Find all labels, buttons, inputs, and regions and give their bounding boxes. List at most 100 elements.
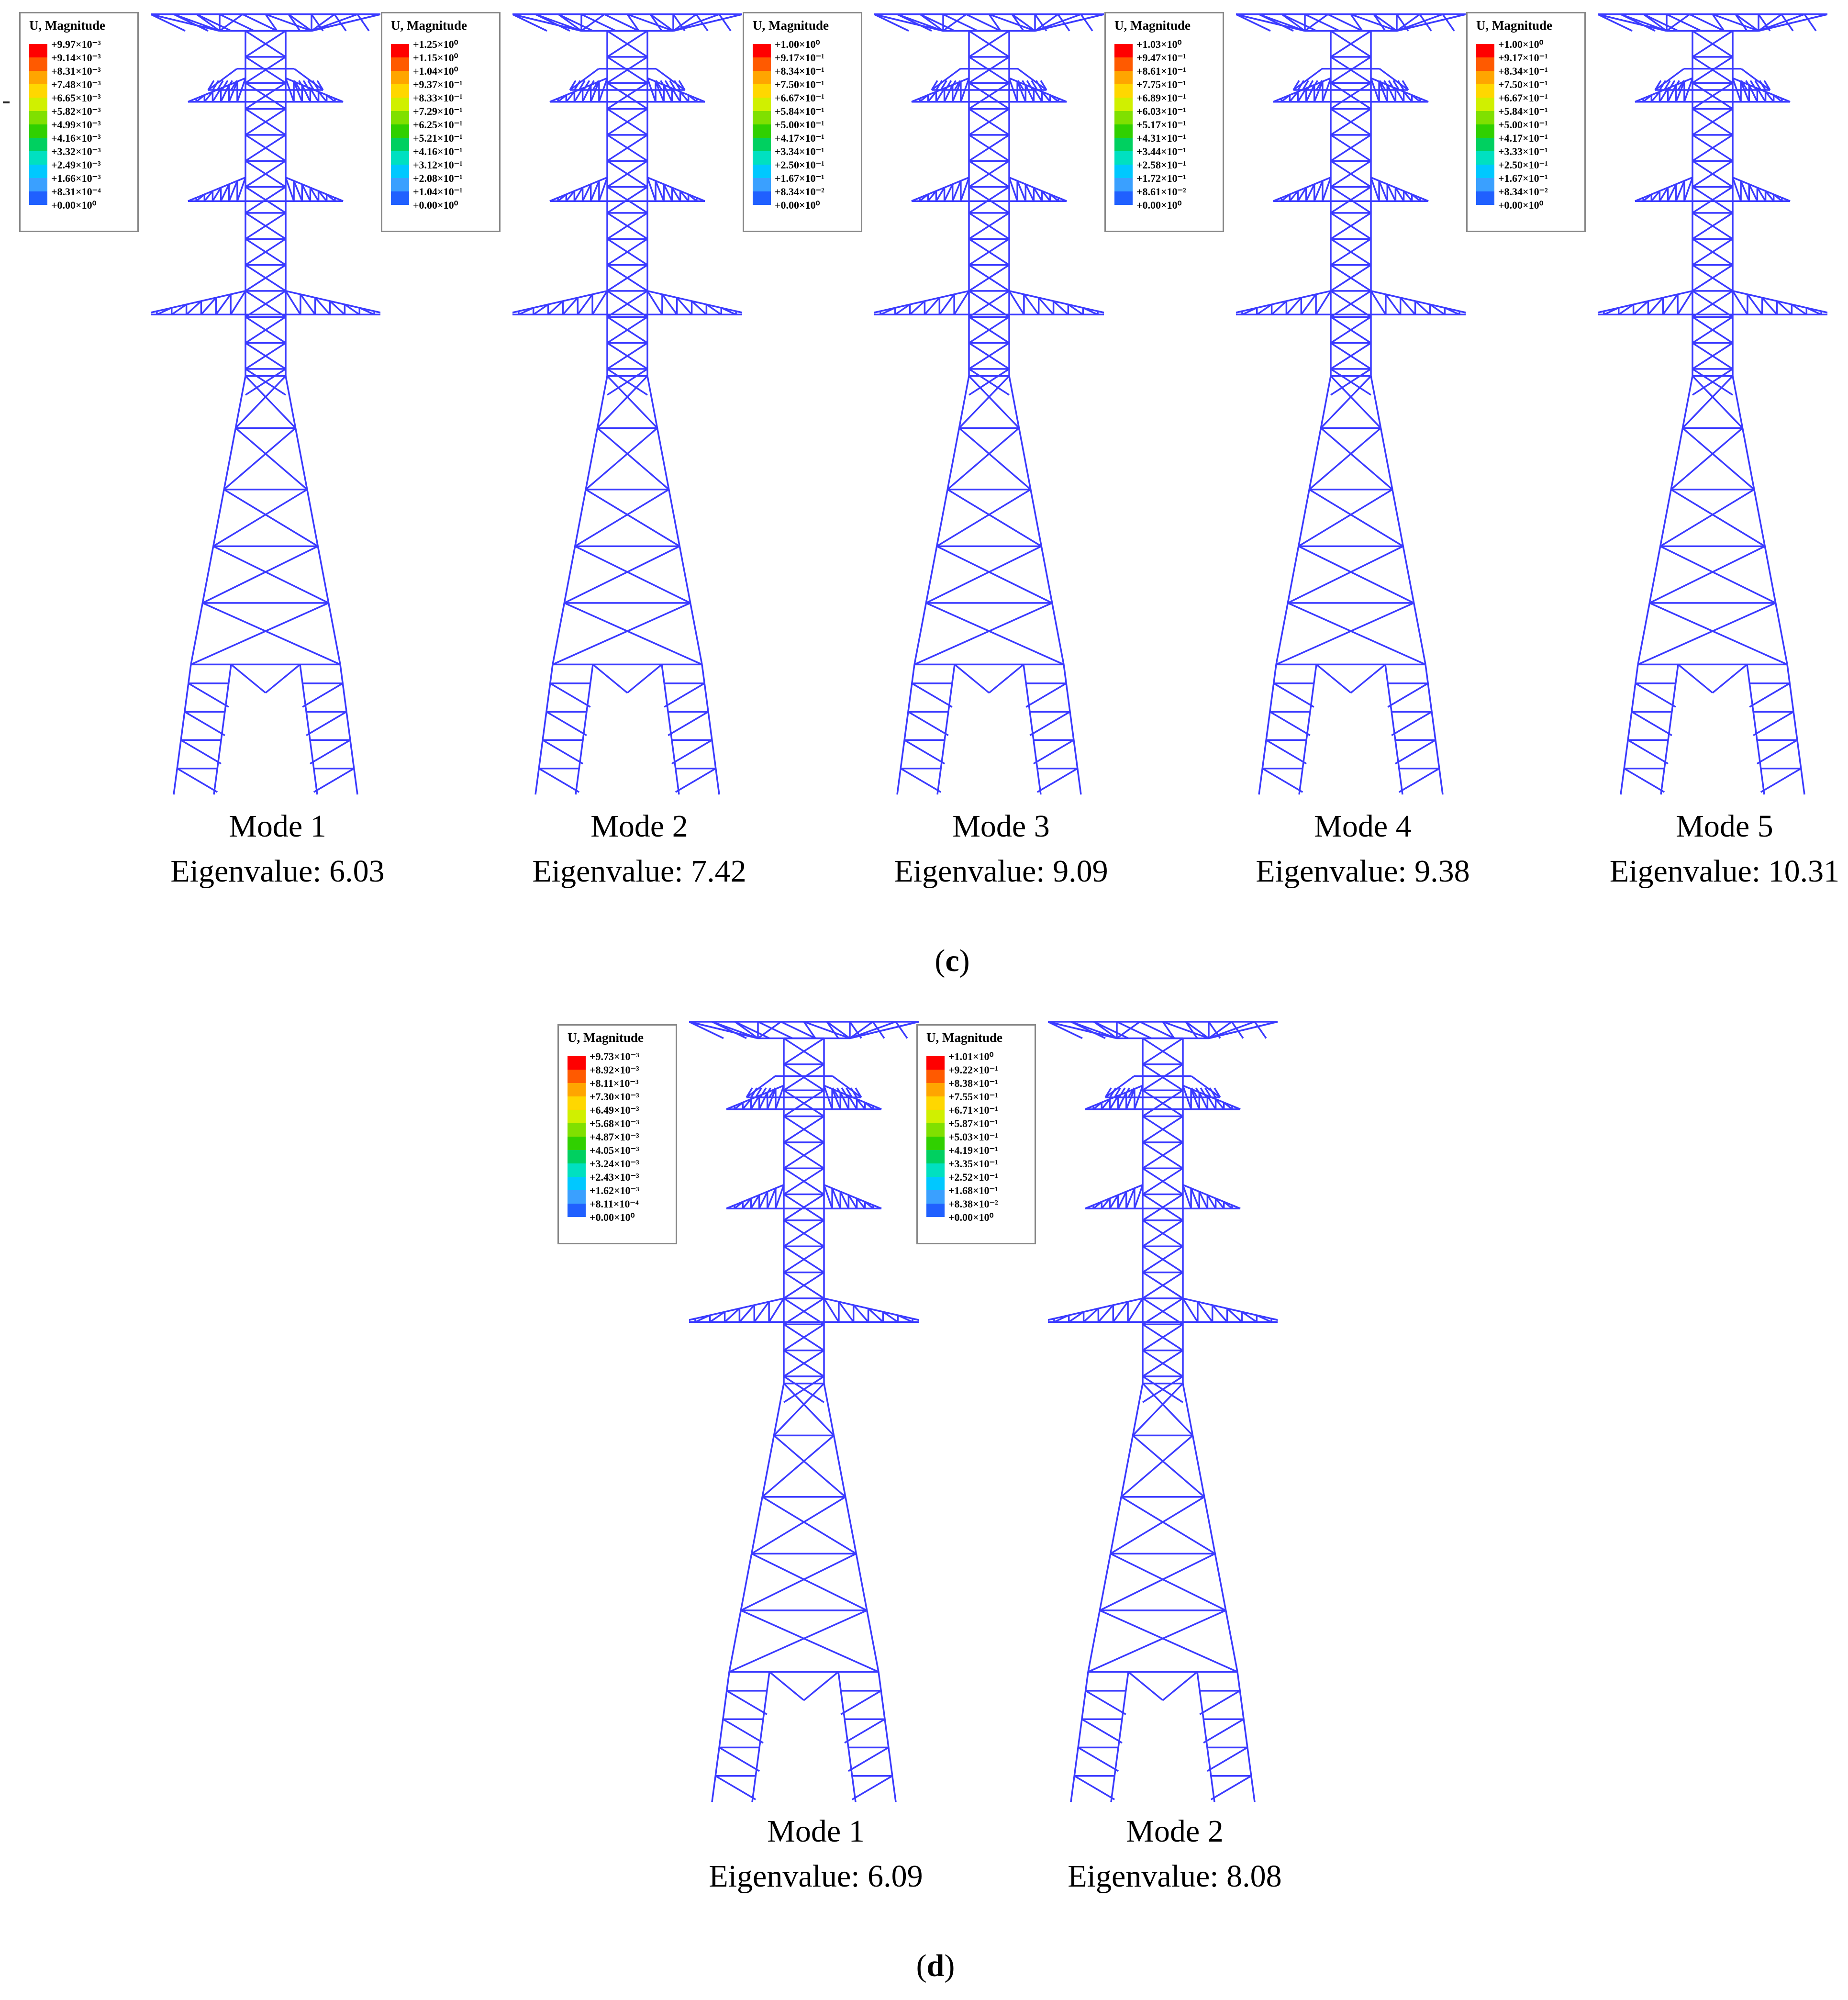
- legend-row: +3.12×10⁻¹: [391, 158, 499, 178]
- legend-swatch: [1114, 178, 1133, 191]
- legend-swatch: [568, 1150, 586, 1163]
- legend-swatch: [1476, 178, 1494, 191]
- legend: U, Magnitude +9.73×10⁻³ +8.92×10⁻³ +8.11×10…: [557, 1024, 677, 1244]
- legend-row: +8.34×10⁻²: [753, 185, 860, 205]
- legend-value: +8.92×10⁻³: [590, 1064, 639, 1076]
- legend-swatch: [568, 1056, 586, 1070]
- legend-row: +3.32×10⁻³: [29, 145, 137, 165]
- legend-row: +7.30×10⁻³: [568, 1090, 675, 1110]
- legend-row: +9.17×10⁻¹: [1476, 51, 1584, 71]
- legend-swatch: [1114, 44, 1133, 57]
- legend-title: U, Magnitude: [1114, 18, 1191, 33]
- legend-swatch: [1476, 57, 1494, 71]
- legend-row: +0.00×10⁰: [1114, 198, 1222, 212]
- legend-swatch: [568, 1137, 586, 1150]
- legend-value: +8.38×10⁻²: [948, 1198, 998, 1210]
- legend-swatch: [926, 1177, 945, 1190]
- legend-value: +2.52×10⁻¹: [948, 1171, 998, 1183]
- legend-row: +5.68×10⁻³: [568, 1117, 675, 1137]
- mode-caption: Mode 5 Eigenvalue: 10.31: [1576, 804, 1848, 894]
- legend-value: +5.84×10⁻¹: [1498, 105, 1548, 117]
- legend-swatch: [753, 57, 771, 71]
- legend-swatch: [568, 1123, 586, 1137]
- legend-row: +0.00×10⁰: [391, 198, 499, 212]
- legend-swatch: [1476, 151, 1494, 165]
- legend-row: +5.82×10⁻³: [29, 104, 137, 124]
- stray-mark: [3, 101, 10, 103]
- legend-swatch: [1476, 84, 1494, 98]
- legend-row: +4.16×10⁻³: [29, 131, 137, 151]
- legend-swatch: [753, 111, 771, 124]
- legend-row: +0.00×10⁰: [926, 1210, 1034, 1224]
- legend-swatch: [1476, 44, 1494, 57]
- legend-swatch: [391, 111, 409, 124]
- legend-value: +5.84×10⁻¹: [775, 105, 824, 117]
- legend-value: +0.00×10⁰: [413, 199, 458, 211]
- legend-swatch: [1114, 151, 1133, 165]
- legend-value: +7.29×10⁻¹: [413, 105, 463, 117]
- legend-swatch: [391, 44, 409, 57]
- legend-swatch: [753, 44, 771, 57]
- legend-swatch: [1476, 191, 1494, 205]
- legend-row: +3.33×10⁻¹: [1476, 145, 1584, 165]
- legend-row: +9.47×10⁻¹: [1114, 51, 1222, 71]
- legend-value: +4.16×10⁻¹: [413, 145, 463, 157]
- legend-swatch: [391, 57, 409, 71]
- legend-row: +6.65×10⁻³: [29, 91, 137, 111]
- legend-swatch: [568, 1190, 586, 1204]
- legend-row: +8.38×10⁻¹: [926, 1076, 1034, 1096]
- legend-row: +8.92×10⁻³: [568, 1063, 675, 1083]
- legend-value: +6.25×10⁻¹: [413, 119, 463, 131]
- legend-swatch: [926, 1137, 945, 1150]
- legend-row: +5.84×10⁻¹: [753, 104, 860, 124]
- legend-value: +8.31×10⁻³: [51, 65, 101, 77]
- legend-row: +2.58×10⁻¹: [1114, 158, 1222, 178]
- legend-swatch: [1114, 111, 1133, 124]
- legend-row: +5.17×10⁻¹: [1114, 118, 1222, 138]
- legend-value: +5.00×10⁻¹: [1498, 119, 1548, 131]
- eigenvalue: Eigenvalue: 9.09: [894, 854, 1108, 889]
- legend-value: +5.00×10⁻¹: [775, 119, 824, 131]
- legend-row: +6.25×10⁻¹: [391, 118, 499, 138]
- legend-swatch: [926, 1096, 945, 1110]
- legend-swatch: [29, 111, 47, 124]
- legend-title: U, Magnitude: [391, 18, 468, 33]
- legend-value: +6.03×10⁻¹: [1136, 105, 1186, 117]
- legend-value: +5.87×10⁻¹: [948, 1117, 998, 1129]
- mode-title: Mode 5: [1676, 809, 1773, 844]
- legend-row: +6.67×10⁻¹: [1476, 91, 1584, 111]
- legend-value: +9.97×10⁻³: [51, 38, 101, 50]
- legend-swatch: [926, 1163, 945, 1177]
- legend-row: +1.68×10⁻¹: [926, 1184, 1034, 1204]
- legend-row: +9.37×10⁻¹: [391, 78, 499, 98]
- eigenvalue: Eigenvalue: 6.03: [170, 854, 385, 889]
- legend-value: +0.00×10⁰: [590, 1211, 635, 1223]
- legend: U, Magnitude +1.25×10⁰ +1.15×10⁰ +1.04×10⁰ +…: [381, 12, 501, 232]
- legend-swatch: [1114, 84, 1133, 98]
- legend: U, Magnitude +1.00×10⁰ +9.17×10⁻¹ +8.34×10⁻…: [743, 12, 862, 232]
- mode-caption: Mode 3 Eigenvalue: 9.09: [853, 804, 1149, 894]
- legend-value: +3.32×10⁻³: [51, 145, 101, 157]
- legend-value: +3.35×10⁻¹: [948, 1158, 998, 1170]
- legend-value: +2.58×10⁻¹: [1136, 159, 1186, 171]
- mode-title: Mode 2: [590, 809, 688, 844]
- legend-swatch: [753, 138, 771, 151]
- legend-swatch: [29, 71, 47, 84]
- legend-row: +8.11×10⁻⁴: [568, 1197, 675, 1217]
- tower-diagram: [874, 12, 1104, 797]
- legend-row: +5.87×10⁻¹: [926, 1117, 1034, 1137]
- legend-value: +8.34×10⁻¹: [1498, 65, 1548, 77]
- legend-row: +7.50×10⁻¹: [1476, 78, 1584, 98]
- legend-value: +9.22×10⁻¹: [948, 1064, 998, 1076]
- mode-caption: Mode 4 Eigenvalue: 9.38: [1214, 804, 1511, 894]
- legend-value: +3.34×10⁻¹: [775, 145, 824, 157]
- legend-value: +9.14×10⁻³: [51, 52, 101, 64]
- legend-value: +7.55×10⁻¹: [948, 1091, 998, 1103]
- legend-row: +3.35×10⁻¹: [926, 1157, 1034, 1177]
- legend-swatch: [926, 1070, 945, 1083]
- legend-row: +1.67×10⁻¹: [753, 171, 860, 191]
- legend-row: +2.49×10⁻³: [29, 158, 137, 178]
- legend-swatch: [1476, 124, 1494, 138]
- legend-swatch: [29, 98, 47, 111]
- legend-value: +0.00×10⁰: [51, 199, 97, 211]
